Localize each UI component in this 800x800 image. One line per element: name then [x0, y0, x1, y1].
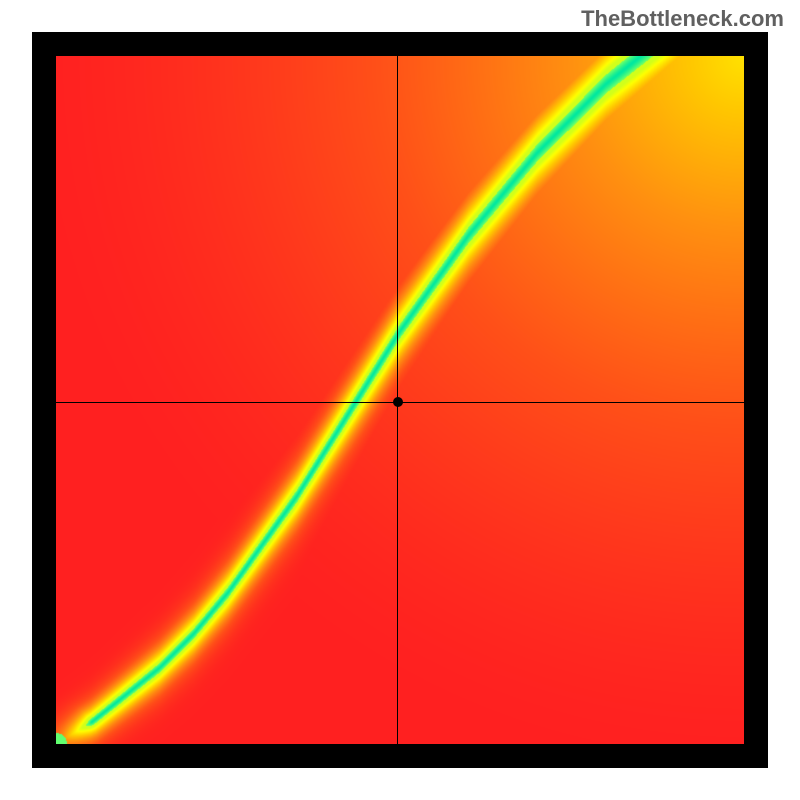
attribution-text: TheBottleneck.com — [581, 6, 784, 32]
crosshair-marker — [393, 397, 403, 407]
chart-container: TheBottleneck.com — [0, 0, 800, 800]
